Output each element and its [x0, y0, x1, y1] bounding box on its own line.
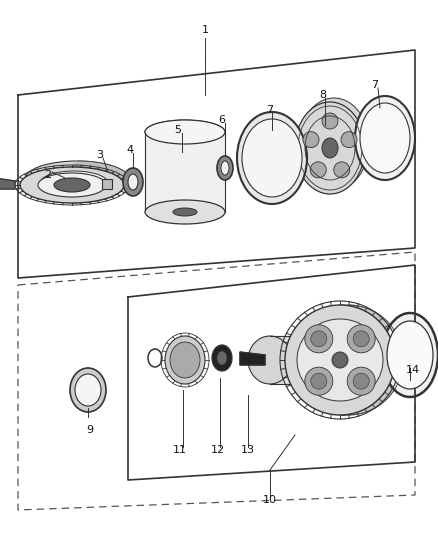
Text: 8: 8 [319, 90, 327, 100]
Ellipse shape [322, 138, 338, 158]
Ellipse shape [217, 156, 233, 180]
Ellipse shape [75, 374, 101, 406]
Ellipse shape [311, 331, 327, 347]
Text: 11: 11 [173, 445, 187, 455]
Ellipse shape [20, 167, 124, 203]
Polygon shape [340, 305, 403, 415]
Text: 7: 7 [266, 105, 274, 115]
Text: 12: 12 [211, 445, 225, 455]
Ellipse shape [170, 342, 200, 378]
Ellipse shape [217, 351, 227, 365]
Ellipse shape [332, 352, 348, 368]
Polygon shape [240, 352, 265, 365]
Text: 7: 7 [371, 80, 378, 90]
Ellipse shape [285, 305, 395, 415]
Ellipse shape [297, 319, 383, 401]
Ellipse shape [382, 313, 438, 397]
Ellipse shape [40, 171, 108, 195]
Ellipse shape [311, 373, 327, 389]
Ellipse shape [353, 331, 369, 347]
Ellipse shape [295, 102, 365, 194]
Text: 6: 6 [219, 115, 226, 125]
Ellipse shape [145, 120, 225, 144]
Text: 9: 9 [86, 425, 94, 435]
Ellipse shape [305, 367, 333, 395]
Ellipse shape [165, 336, 205, 384]
Ellipse shape [341, 132, 357, 148]
Polygon shape [145, 132, 225, 212]
Ellipse shape [242, 119, 302, 197]
Ellipse shape [123, 168, 143, 196]
Ellipse shape [54, 178, 90, 192]
Ellipse shape [248, 336, 292, 384]
Text: 4: 4 [127, 145, 134, 155]
Text: 2: 2 [44, 170, 52, 180]
Ellipse shape [305, 325, 333, 353]
Text: 5: 5 [174, 125, 181, 135]
Polygon shape [72, 161, 129, 203]
Text: 10: 10 [263, 495, 277, 505]
Ellipse shape [322, 113, 338, 129]
Ellipse shape [128, 174, 138, 190]
Ellipse shape [145, 200, 225, 224]
Ellipse shape [25, 161, 129, 197]
Ellipse shape [173, 208, 197, 216]
Polygon shape [270, 336, 360, 384]
Ellipse shape [334, 162, 350, 178]
Ellipse shape [353, 373, 369, 389]
Ellipse shape [293, 305, 403, 415]
Ellipse shape [38, 173, 106, 197]
Ellipse shape [310, 162, 326, 178]
Ellipse shape [237, 112, 307, 204]
Ellipse shape [221, 161, 229, 175]
Text: 1: 1 [201, 25, 208, 35]
Text: 14: 14 [406, 365, 420, 375]
Ellipse shape [360, 103, 410, 173]
Text: 13: 13 [241, 445, 255, 455]
Polygon shape [0, 178, 15, 189]
Ellipse shape [387, 321, 433, 389]
Bar [102, 179, 112, 189]
Ellipse shape [303, 132, 319, 148]
Ellipse shape [355, 96, 415, 180]
Ellipse shape [347, 367, 375, 395]
Ellipse shape [145, 120, 225, 144]
Text: 3: 3 [96, 150, 103, 160]
Ellipse shape [299, 98, 369, 190]
Ellipse shape [70, 368, 106, 412]
Ellipse shape [347, 325, 375, 353]
Ellipse shape [212, 345, 232, 371]
